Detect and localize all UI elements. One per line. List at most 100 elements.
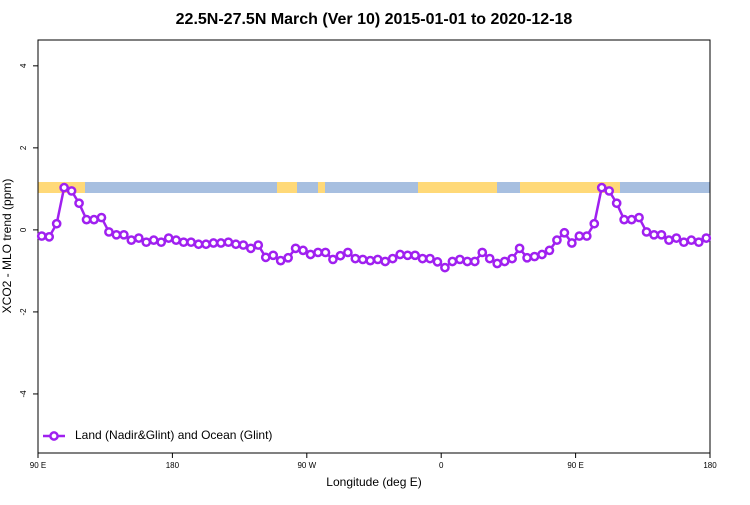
data-point bbox=[492, 258, 503, 269]
data-point bbox=[148, 235, 159, 245]
land-band bbox=[277, 182, 297, 193]
data-point bbox=[74, 198, 84, 209]
y-tick-label: 2 bbox=[19, 145, 28, 150]
x-tick-label: 180 bbox=[703, 461, 717, 470]
data-point bbox=[111, 229, 122, 240]
data-point bbox=[283, 252, 293, 263]
data-point bbox=[387, 253, 398, 264]
data-point bbox=[51, 218, 62, 229]
data-point bbox=[686, 235, 697, 245]
data-point bbox=[320, 247, 331, 258]
data-point bbox=[66, 186, 77, 196]
data-point bbox=[567, 238, 577, 248]
data-point bbox=[611, 198, 622, 209]
data-point bbox=[350, 253, 361, 264]
data-point bbox=[544, 245, 555, 256]
data-point bbox=[596, 182, 607, 193]
data-point bbox=[499, 256, 510, 267]
y-tick-label: -4 bbox=[19, 390, 28, 398]
data-point bbox=[641, 227, 652, 237]
x-tick-label: 90 E bbox=[567, 461, 583, 470]
x-axis-label: Longitude (deg E) bbox=[326, 475, 421, 489]
ocean-band bbox=[38, 182, 710, 193]
chart-title: 22.5N-27.5N March (Ver 10) 2015-01-01 to… bbox=[176, 11, 573, 28]
data-point bbox=[171, 235, 181, 245]
data-point bbox=[626, 214, 637, 225]
data-point bbox=[81, 214, 92, 225]
data-point bbox=[96, 212, 107, 223]
data-point bbox=[328, 254, 338, 265]
data-point bbox=[245, 243, 256, 254]
data-point bbox=[469, 256, 480, 267]
data-point bbox=[290, 243, 301, 254]
data-point bbox=[425, 253, 435, 264]
data-point bbox=[163, 233, 174, 243]
y-tick-label: 4 bbox=[19, 63, 28, 68]
data-point bbox=[552, 235, 562, 245]
data-point bbox=[305, 249, 316, 260]
x-tick-label: 0 bbox=[439, 461, 444, 470]
data-point bbox=[36, 231, 47, 241]
data-point bbox=[477, 247, 488, 258]
y-tick-label: 0 bbox=[19, 227, 28, 232]
data-point bbox=[604, 186, 615, 196]
data-point bbox=[208, 238, 219, 248]
data-point bbox=[589, 218, 600, 229]
data-point bbox=[656, 229, 667, 240]
data-point bbox=[372, 254, 383, 265]
data-point bbox=[216, 238, 226, 248]
data-point bbox=[484, 253, 495, 264]
data-point bbox=[178, 237, 189, 248]
data-point bbox=[223, 237, 234, 248]
data-point bbox=[89, 214, 99, 225]
data-point bbox=[44, 232, 55, 242]
data-point bbox=[395, 249, 405, 260]
data-point bbox=[141, 237, 152, 248]
data-point bbox=[522, 252, 532, 263]
data-point bbox=[186, 237, 196, 248]
data-point bbox=[231, 239, 241, 250]
data-point bbox=[447, 256, 458, 267]
data-point bbox=[343, 247, 353, 258]
legend-marker bbox=[49, 431, 59, 441]
data-point bbox=[634, 212, 644, 223]
legend-label: Land (Nadir&Glint) and Ocean (Glint) bbox=[75, 428, 272, 442]
plot-frame bbox=[37, 39, 711, 454]
series-line bbox=[41, 185, 707, 270]
data-point bbox=[126, 235, 137, 245]
data-point bbox=[260, 252, 271, 263]
data-point bbox=[357, 254, 368, 265]
data-point bbox=[59, 182, 69, 193]
data-point bbox=[298, 245, 308, 256]
data-point bbox=[313, 247, 323, 258]
data-point bbox=[701, 233, 712, 243]
data-point bbox=[201, 239, 211, 250]
data-point bbox=[671, 233, 682, 243]
data-point bbox=[402, 250, 413, 261]
data-point bbox=[574, 231, 585, 241]
y-tick-label: -2 bbox=[19, 308, 28, 316]
y-axis-label: XCO2 - MLO trend (ppm) bbox=[0, 179, 14, 314]
data-point bbox=[365, 255, 376, 266]
data-point bbox=[664, 235, 674, 245]
data-point bbox=[417, 253, 428, 264]
x-tick-label: 180 bbox=[166, 461, 180, 470]
data-point bbox=[679, 237, 689, 248]
data-point bbox=[119, 229, 129, 240]
data-point bbox=[537, 249, 547, 260]
data-point bbox=[432, 257, 443, 267]
data-point bbox=[156, 237, 167, 248]
data-point bbox=[238, 240, 249, 250]
data-point bbox=[133, 233, 144, 243]
data-point bbox=[581, 231, 592, 241]
data-point bbox=[335, 250, 346, 261]
x-tick-label: 90 E bbox=[30, 461, 46, 470]
data-point bbox=[507, 253, 517, 264]
data-point bbox=[193, 239, 204, 250]
data-point bbox=[462, 256, 473, 267]
data-point bbox=[559, 227, 570, 238]
data-point bbox=[619, 214, 629, 225]
data-point bbox=[455, 254, 465, 265]
data-point bbox=[514, 243, 525, 254]
